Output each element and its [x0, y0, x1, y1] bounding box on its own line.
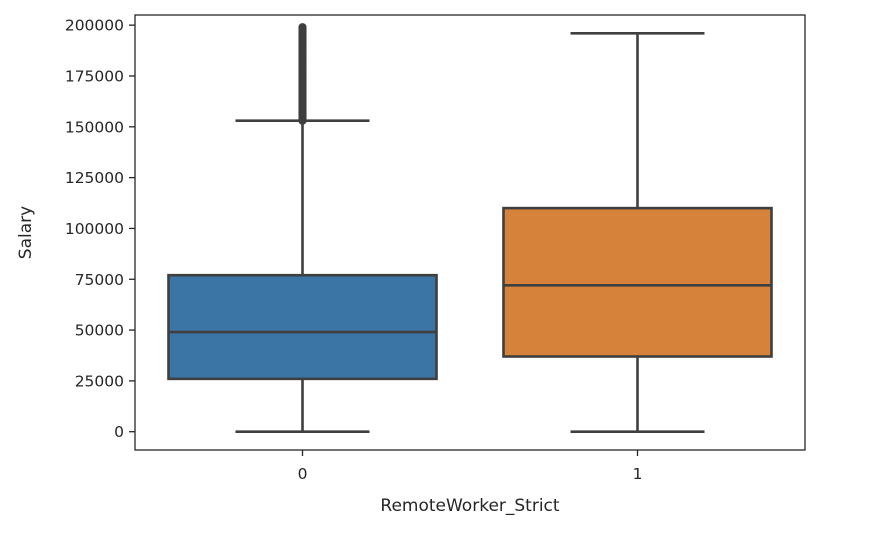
y-tick-label: 50000 [75, 322, 124, 340]
y-tick-label: 150000 [65, 118, 124, 136]
box-iqr [502, 206, 773, 358]
box-iqr [167, 273, 438, 381]
box-group-0 [167, 23, 438, 434]
y-tick-label: 0 [114, 423, 124, 441]
box-group-1 [502, 31, 773, 434]
y-axis-label: Salary [16, 206, 36, 259]
outliers [298, 23, 307, 125]
plot-layer [167, 23, 773, 434]
x-axis-label: RemoteWorker_Strict [380, 496, 559, 516]
y-tick-label: 200000 [65, 17, 124, 35]
y-tick-label: 175000 [65, 67, 124, 85]
x-tick-label: 1 [633, 465, 643, 483]
y-tick-label: 25000 [75, 372, 124, 390]
y-tick-label: 75000 [75, 271, 124, 289]
axis-layer: 0 25000 50000 75000 100000 125000 150000 175000… [65, 17, 643, 483]
plot-frame [134, 14, 806, 451]
y-tick-label: 125000 [65, 169, 124, 187]
y-tick-label: 100000 [65, 220, 124, 238]
outlier-point [298, 23, 307, 32]
x-tick-label: 0 [298, 465, 308, 483]
